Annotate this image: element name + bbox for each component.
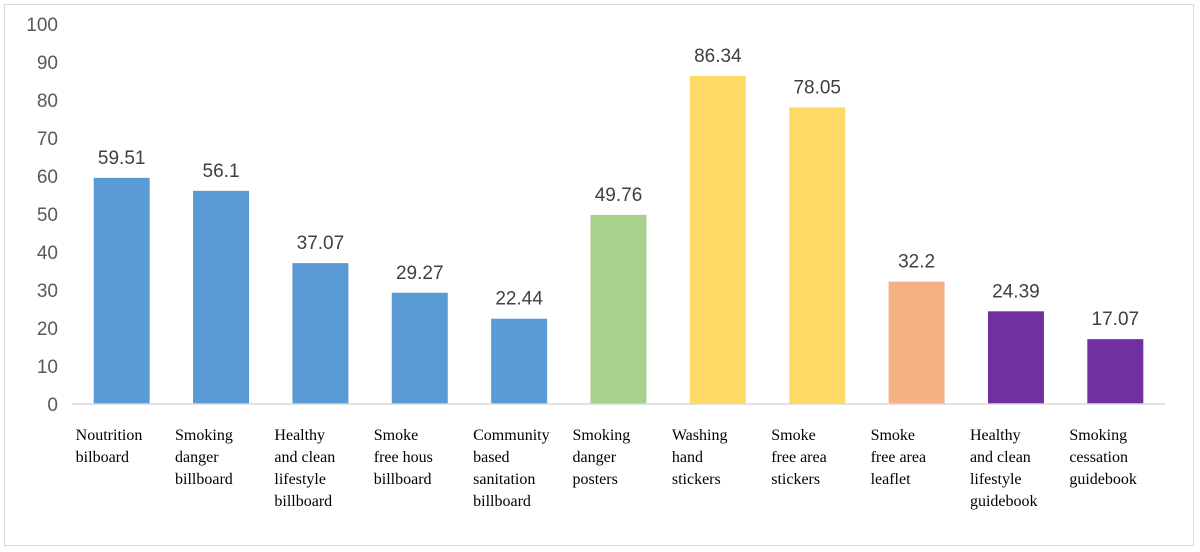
x-category-label-line: cessation [1069,449,1128,466]
data-label: 22.44 [495,289,543,310]
x-category-label-line: guidebook [970,493,1038,510]
data-label: 37.07 [297,233,345,254]
x-category-label-line: free area [871,449,927,466]
y-tick-label: 0 [47,395,58,416]
x-category-label-line: and clean [274,449,335,466]
x-category-label: Smoking danger posters [573,427,631,488]
x-category-label-line: Smoking [175,427,233,444]
x-category-label-line: billboard [175,471,233,488]
x-category-label-line: Smoke [771,427,815,444]
x-category-label-line: Smoke [871,427,915,444]
y-tick-label: 20 [37,319,58,340]
bar [491,318,548,404]
bar [987,311,1044,404]
y-tick-label: 10 [37,357,58,378]
y-tick-label: 70 [37,129,58,150]
bar [888,281,945,404]
x-category-label-line: posters [573,471,618,488]
data-label: 78.05 [793,77,841,98]
x-category-label: Smoking cessation guidebook [1069,427,1137,488]
x-category-label-line: leaflet [871,471,912,488]
y-tick-label: 90 [37,53,58,74]
bar [193,190,250,404]
x-category-label: Noutrition bilboard [76,427,143,466]
x-category-label-line: Healthy [970,427,1021,444]
y-axis: 0 10 20 30 40 50 60 70 80 90 100 [26,15,58,416]
x-category-label-line: guidebook [1069,471,1137,488]
x-category-label-line: Smoke [374,427,418,444]
x-category-label-line: Smoking [573,427,631,444]
x-category-label-line: Noutrition [76,427,143,444]
y-tick-label: 40 [37,243,58,264]
data-label: 56.1 [203,161,240,182]
x-category-label-line: billboard [473,493,531,510]
data-label: 17.07 [1092,309,1140,330]
data-label: 59.51 [98,148,146,169]
x-category-label-line: bilboard [76,449,129,466]
x-category-label-line: based [473,449,509,466]
y-tick-label: 80 [37,91,58,112]
x-category-label: Smoke free area stickers [771,427,827,488]
x-category-label-line: stickers [771,471,820,488]
x-category-label-line: billboard [274,493,332,510]
x-category-label-line: and clean [970,449,1031,466]
data-label: 24.39 [992,281,1040,302]
y-tick-label: 30 [37,281,58,302]
x-category-label-line: stickers [672,471,721,488]
x-category-label: Smoke free area leaflet [871,427,927,488]
bar [689,75,746,405]
data-label: 49.76 [595,185,643,206]
bars [93,75,1144,405]
data-label: 29.27 [396,263,444,284]
x-category-label: Washing hand stickers [672,427,728,488]
x-category-label-line: Washing [672,427,728,444]
x-category-label-line: free area [771,449,827,466]
x-category-label: Smoke free hous billboard [374,427,433,488]
x-category-label: Community based sanitation billboard [473,427,549,510]
bar [1087,339,1144,404]
x-category-label: Healthy and clean lifestyle billboard [274,427,335,510]
x-category-label: Healthy and clean lifestyle guidebook [970,427,1038,510]
x-category-label-line: lifestyle [970,471,1022,488]
x-category-label-line: Smoking [1069,427,1127,444]
x-category-label-line: lifestyle [274,471,326,488]
x-category-label-line: sanitation [473,471,535,488]
x-category-label: Smoking danger billboard [175,427,233,488]
bar [93,177,150,404]
x-category-label-line: Healthy [274,427,325,444]
x-category-label-line: Community [473,427,549,444]
bar [292,263,349,404]
bar [789,107,846,404]
y-tick-label: 100 [26,15,58,36]
data-label: 86.34 [694,46,742,67]
x-category-label-line: billboard [374,471,432,488]
data-labels: 59.51 56.1 37.07 29.27 22.44 49.76 86.34 78.05 3… [98,46,1139,330]
x-category-label-line: hand [672,449,703,466]
data-label: 32.2 [898,252,935,273]
bar [590,214,647,404]
x-category-label-line: free hous [374,449,433,466]
x-axis: Noutrition bilboard Smoking danger billboard… [72,403,1165,510]
x-category-label-line: danger [573,449,617,466]
y-tick-label: 50 [37,205,58,226]
bar [391,292,448,404]
x-category-label-line: danger [175,449,219,466]
y-tick-label: 60 [37,167,58,188]
